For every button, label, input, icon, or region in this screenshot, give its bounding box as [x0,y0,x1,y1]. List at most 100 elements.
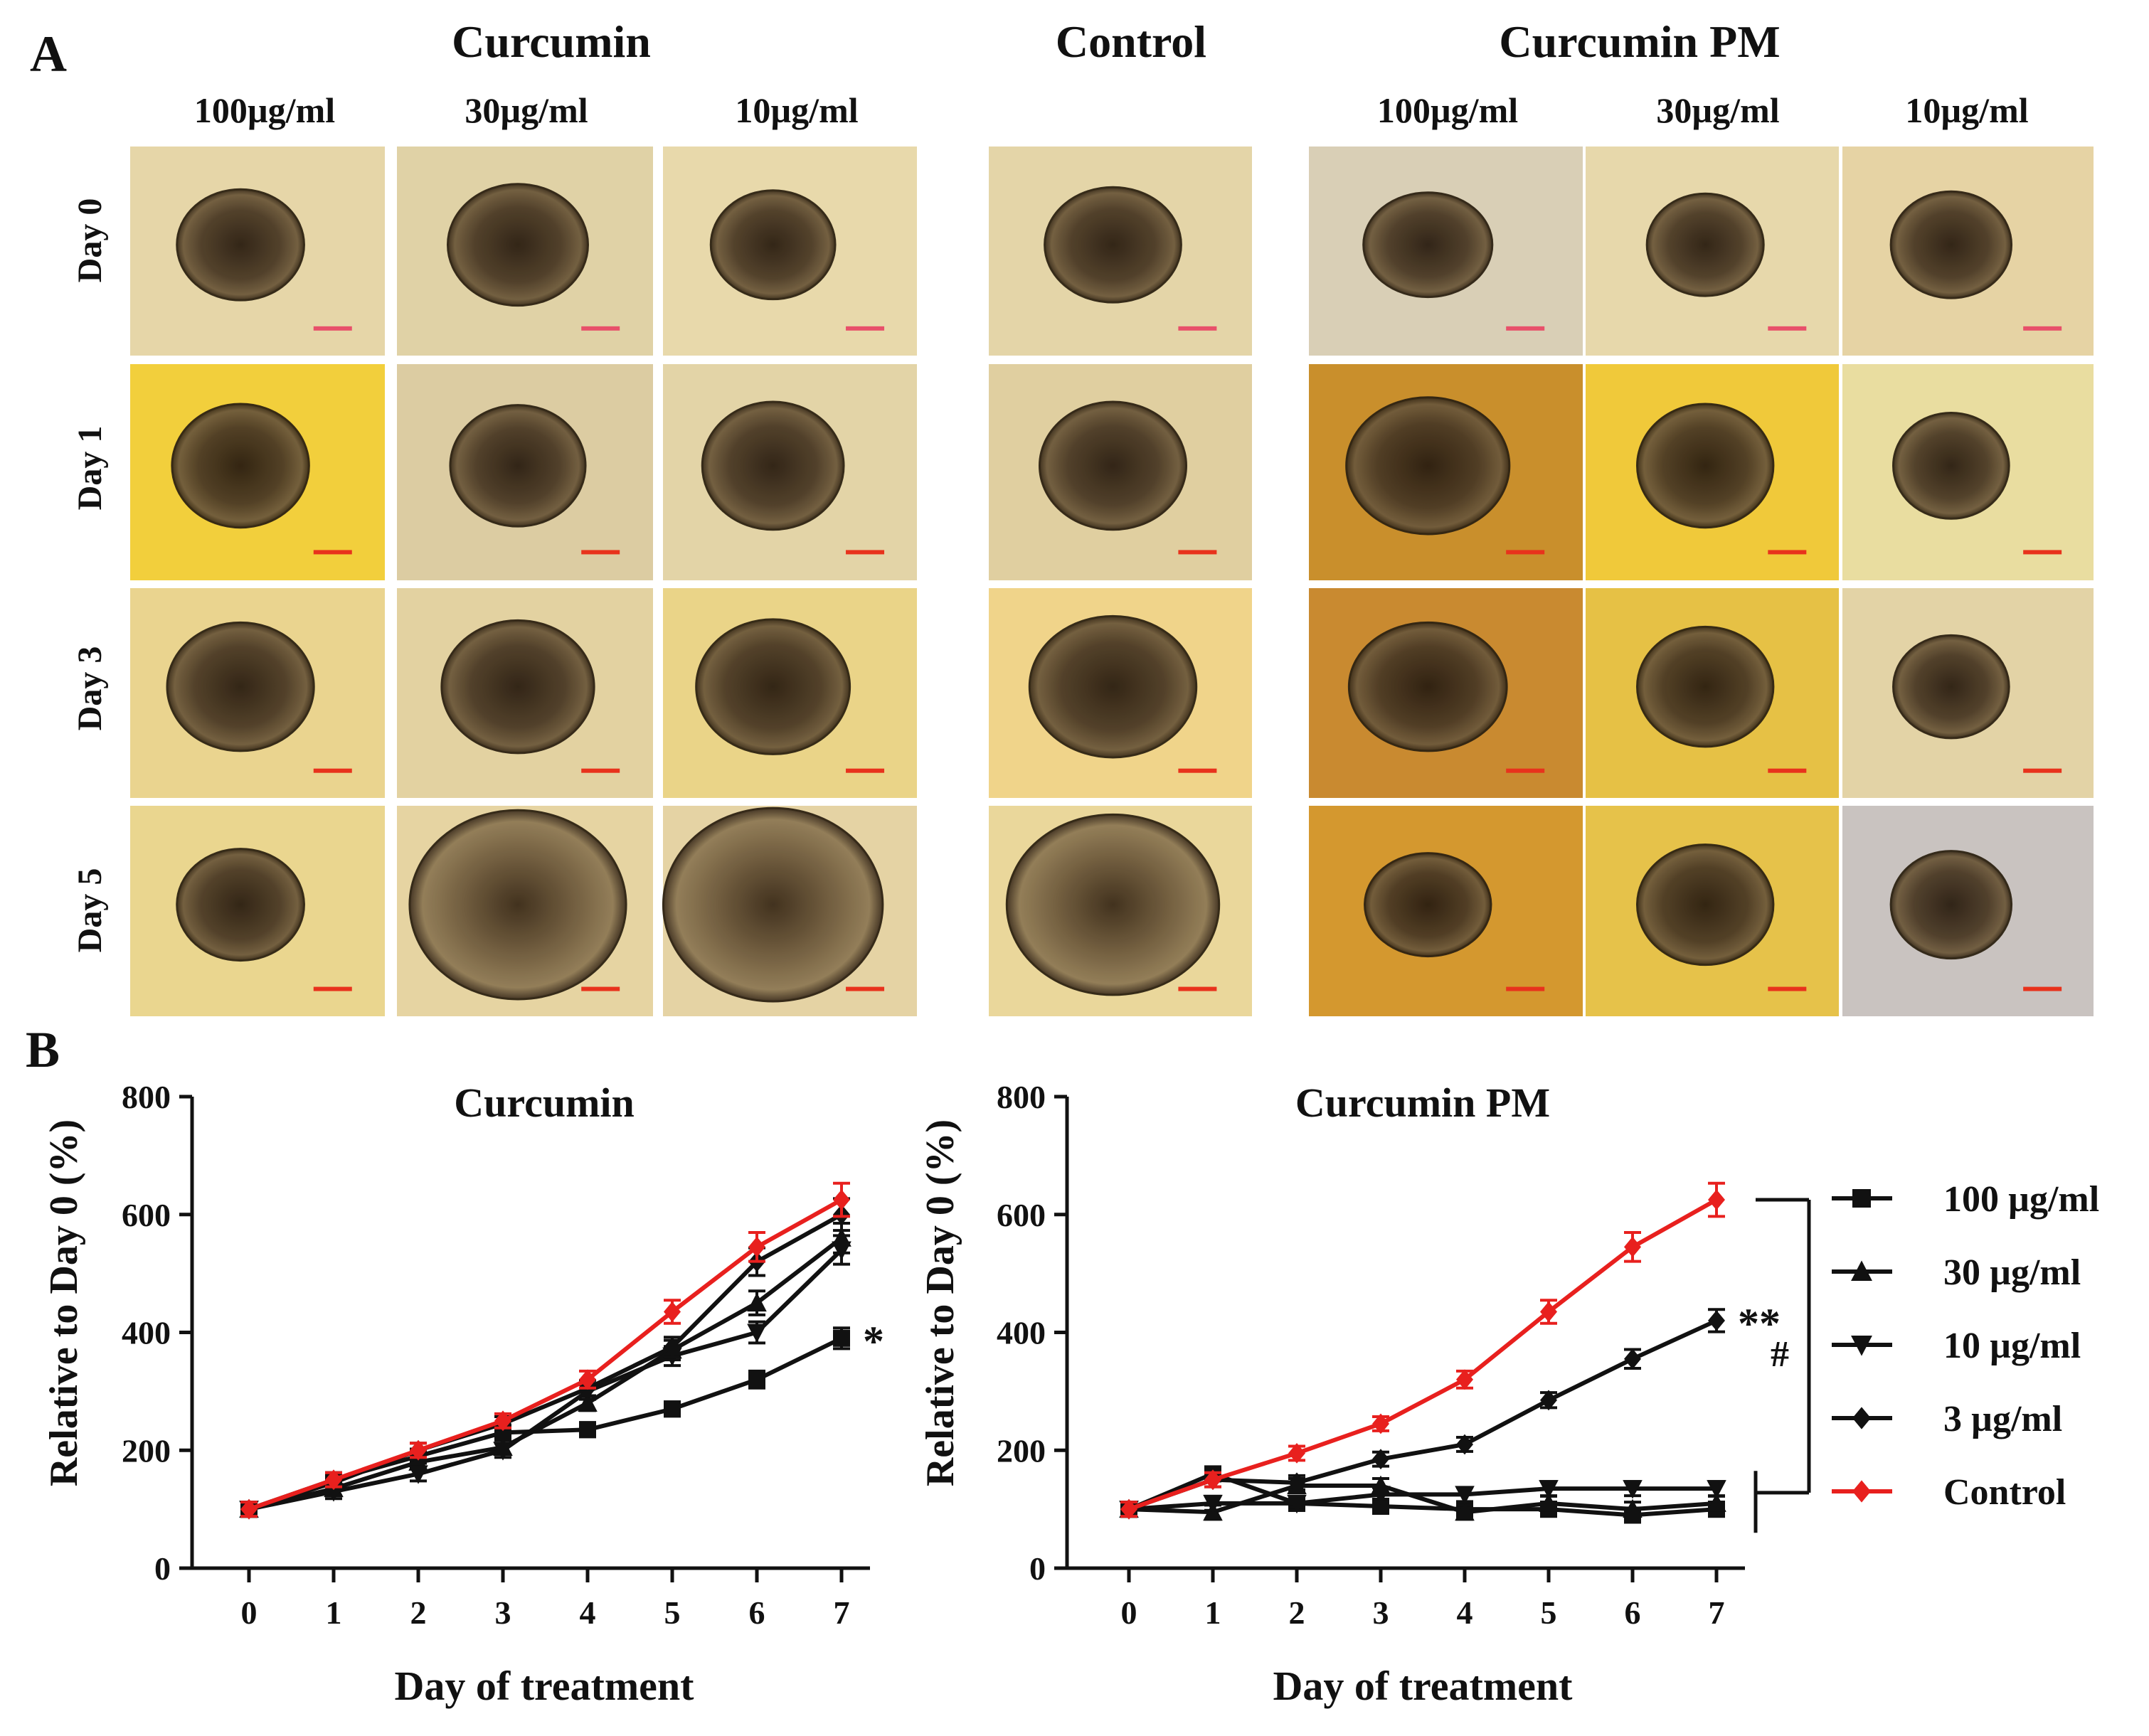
panel-b-letter: B [26,1021,60,1078]
data-point [1708,1310,1725,1331]
spheroid-image-day0-col3 [989,147,1252,356]
data-point [1624,1348,1641,1370]
data-point [493,1442,513,1461]
data-point [1623,1480,1643,1499]
data-point [1372,1449,1389,1470]
legend-item: 10 µg/ml [1832,1326,2081,1366]
series-line [1128,1198,1718,1511]
data-point [1456,1434,1473,1455]
spheroid-image-day1-col4 [1309,364,1583,580]
x-tick-label: 4 [580,1594,596,1631]
spheroid-image-day0-col5 [1586,147,1839,356]
spheroid-image-day0-col2 [663,147,917,356]
legend-marker [1852,1480,1871,1503]
spheroid-image-day0-col0 [130,147,385,356]
day-label-0: Day 0 [71,198,109,283]
series-line [248,1236,843,1512]
y-tick-label: 400 [997,1315,1046,1351]
series-control [1120,1181,1725,1520]
chart-title: Curcumin [454,1080,635,1126]
spheroid-image-day2-col0 [130,588,385,798]
spheroid-image-day3-col4 [1309,806,1583,1016]
legend-marker [1851,1260,1872,1281]
x-tick-label: 6 [1625,1594,1641,1631]
x-tick-label: 7 [1709,1594,1725,1631]
data-point [1372,1413,1389,1434]
x-tick-label: 2 [1289,1594,1305,1631]
conc-label-curcumin-10: 10µg/ml [735,90,858,130]
data-point [747,1292,767,1312]
spheroid-image-day1-col3 [989,364,1252,580]
data-point [1539,1493,1559,1512]
spheroid-image-day0-col4 [1309,147,1583,356]
data-point [240,1498,258,1520]
legend-marker [1852,1407,1871,1429]
data-point [408,1465,428,1484]
spheroid-image-day1-col5 [1586,364,1839,580]
x-tick-label: 5 [664,1594,681,1631]
significance-bracket: # [1753,1198,1811,1533]
data-point [833,1329,850,1347]
day-label-5: Day 5 [71,868,109,953]
data-point [1707,1493,1726,1512]
data-point [494,1410,511,1432]
y-tick-label: 800 [122,1079,171,1115]
data-point [1371,1486,1391,1505]
spheroid-image-day0-col1 [397,147,653,356]
data-point [1456,1369,1473,1390]
legend-item: 100 µg/ml [1832,1179,2099,1220]
data-point [578,1392,598,1412]
legend-marker [1851,1336,1872,1356]
data-point [1708,1189,1725,1210]
series-line [1128,1319,1718,1511]
legend-item: 3 µg/ml [1832,1399,2062,1439]
conc-label-pm-10: 10µg/ml [1905,90,2028,130]
x-tick-label: 1 [326,1594,342,1631]
data-point [1540,1301,1557,1322]
y-tick-label: 600 [122,1197,171,1233]
conc-label-curcumin-100: 100µg/ml [194,90,335,130]
spheroid-image-day2-col2 [663,588,917,798]
x-tick-label: 2 [410,1594,427,1631]
data-point [1287,1494,1307,1514]
significance-marker: * [863,1318,884,1365]
y-axis-label: Relative to Day 0 (%) [42,1119,86,1486]
spheroid-image-grid [130,147,2094,1016]
y-tick-label: 0 [1029,1550,1046,1587]
spheroid-image-day0-col6 [1842,147,2094,356]
panel-a-letter: A [30,26,67,82]
data-point [1455,1501,1475,1521]
spheroid-image-day1-col0 [130,364,385,580]
chart-curcumin: Curcumin Relative to Day 0 (%) Day of tr… [42,1079,884,1709]
chart-title: Curcumin PM [1295,1080,1550,1126]
y-tick-label: 200 [997,1432,1046,1469]
legend-label: 30 µg/ml [1943,1252,2081,1293]
spheroid-image-day1-col1 [397,364,653,580]
legend-label: 10 µg/ml [1943,1326,2081,1366]
data-point [664,1301,681,1322]
data-point [832,1241,851,1260]
data-point [579,1369,596,1390]
data-point [1539,1480,1559,1499]
y-tick-label: 800 [997,1079,1046,1115]
x-tick-label: 1 [1205,1594,1221,1631]
series-line [248,1198,843,1511]
data-point [1707,1480,1726,1499]
group-title-curcumin: Curcumin [452,16,651,67]
data-point [1624,1236,1641,1257]
spheroid-image-day2-col5 [1586,588,1839,798]
y-tick-label: 600 [997,1197,1046,1233]
day-label-1: Day 1 [71,426,109,511]
group-title-control: Control [1056,16,1206,67]
spheroid-image-day2-col1 [397,588,653,798]
series-3-g-ml [1120,1308,1725,1520]
x-tick-label: 7 [834,1594,850,1631]
chart-curcumin-pm: Curcumin PM Relative to Day 0 (%) Day of… [918,1079,1811,1709]
spheroid-image-day2-col4 [1309,588,1583,798]
x-tick-label: 5 [1541,1594,1557,1631]
spheroid-image-day3-col0 [130,806,385,1016]
x-axis-label: Day of treatment [395,1663,695,1709]
data-point [664,1400,681,1418]
data-point [1288,1472,1305,1493]
